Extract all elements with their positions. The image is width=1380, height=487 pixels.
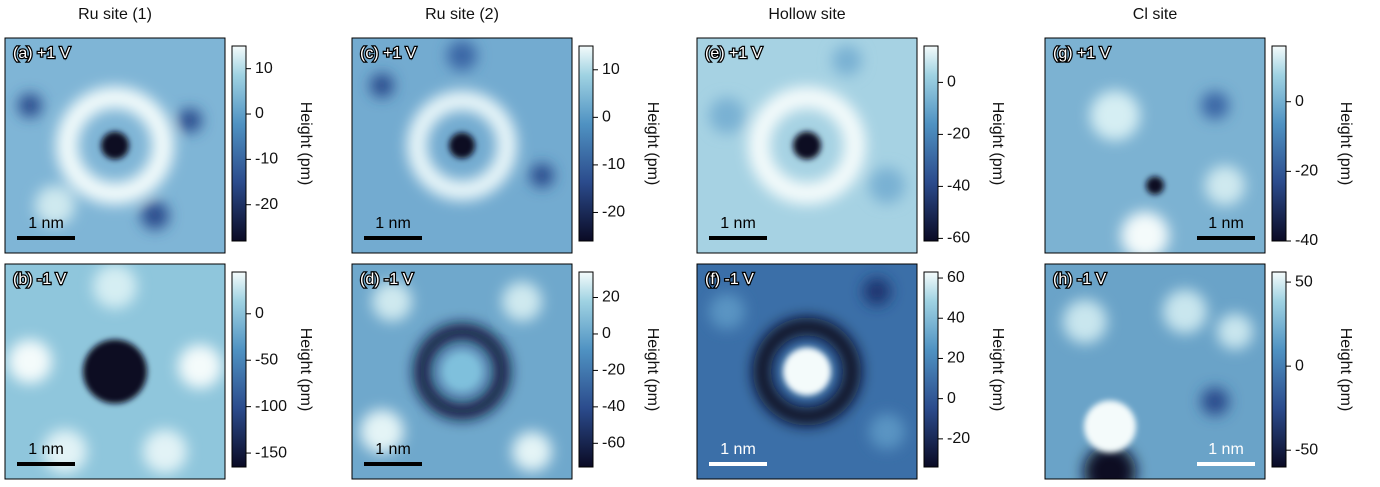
colorbar [578, 271, 594, 468]
colorbar-label: Height (pm) [1337, 102, 1354, 186]
colorbar-tick-label: -40 [1295, 232, 1318, 249]
colorbar-tick-label: 20 [602, 289, 620, 306]
colorbar [923, 45, 939, 242]
stm-image [697, 38, 917, 253]
image-frame [351, 263, 573, 480]
scale-bar-label: 1 nm [375, 441, 411, 458]
colorbar-tick-label: -10 [255, 151, 278, 168]
colorbar-tick-label: -60 [602, 435, 625, 452]
colorbar-tick-label: -100 [255, 398, 287, 415]
colorbar-tick-label: -20 [255, 196, 278, 213]
colorbar-tick-label: 0 [602, 109, 611, 126]
colorbar-tick-label: -50 [1295, 441, 1318, 458]
column-title: Ru site (1) [78, 6, 152, 23]
scale-bar-label: 1 nm [720, 215, 756, 232]
colorbar-tick-label: -10 [602, 156, 625, 173]
colorbar-tick-label: 10 [602, 61, 620, 78]
colorbar-label: Height (pm) [644, 102, 661, 186]
panel-label: (f) -1 V [705, 271, 754, 288]
panel-label: (g) +1 V [1053, 45, 1111, 62]
scale-bar-label: 1 nm [1208, 441, 1244, 458]
colorbar-tick-label: 50 [1295, 273, 1313, 290]
colorbar [1271, 45, 1287, 242]
colorbar-tick-label: 0 [947, 74, 956, 91]
column-title: Hollow site [768, 6, 845, 23]
colorbar-tick-label: -20 [947, 430, 970, 447]
colorbar-tick-label: 0 [255, 305, 264, 322]
panel-label: (c) +1 V [360, 45, 417, 62]
colorbar-tick-label: -20 [602, 204, 625, 221]
colorbar-tick-label: -20 [602, 362, 625, 379]
colorbar-tick-label: 40 [947, 309, 965, 326]
colorbar-label: Height (pm) [297, 102, 314, 186]
colorbar-tick-label: -50 [255, 351, 278, 368]
colorbar-label: Height (pm) [989, 328, 1006, 412]
colorbar-tick-label: 0 [947, 390, 956, 407]
panel-label: (b) -1 V [13, 271, 67, 288]
colorbar-tick-label: -150 [255, 444, 287, 461]
colorbar-tick-label: 0 [1295, 93, 1304, 110]
scale-bar-label: 1 nm [720, 441, 756, 458]
colorbar [578, 45, 594, 242]
colorbar-tick-label: 20 [947, 350, 965, 367]
colorbar-tick-label: 0 [1295, 357, 1304, 374]
colorbar-tick-label: 10 [255, 60, 273, 77]
panel-label: (h) -1 V [1053, 271, 1107, 288]
colorbar-tick-label: -20 [947, 126, 970, 143]
scale-bar-label: 1 nm [1208, 215, 1244, 232]
colorbar-label: Height (pm) [1337, 328, 1354, 412]
image-frame [4, 37, 226, 254]
image-frame [351, 37, 573, 254]
colorbar [231, 271, 247, 468]
colorbar-label: Height (pm) [297, 328, 314, 412]
image-frame [696, 263, 918, 480]
stm-image [697, 264, 917, 479]
image-frame [1044, 37, 1266, 254]
panel-label: (d) -1 V [360, 271, 414, 288]
colorbar-tick-label: -60 [947, 230, 970, 247]
colorbar-label: Height (pm) [644, 328, 661, 412]
scale-bar-label: 1 nm [28, 215, 64, 232]
colorbar [1271, 271, 1287, 468]
stm-image [1045, 38, 1265, 253]
colorbar-tick-label: -40 [947, 178, 970, 195]
image-frame [1044, 263, 1266, 480]
stm-image [5, 38, 225, 253]
image-frame [4, 263, 226, 480]
colorbar-tick-label: 0 [602, 325, 611, 342]
colorbar [923, 271, 939, 468]
panel-label: (a) +1 V [13, 45, 71, 62]
image-frame [696, 37, 918, 254]
colorbar-tick-label: -20 [1295, 163, 1318, 180]
column-title: Ru site (2) [425, 6, 499, 23]
panel-label: (e) +1 V [705, 45, 763, 62]
scale-bar-label: 1 nm [28, 441, 64, 458]
stm-image [5, 264, 225, 479]
scale-bar-label: 1 nm [375, 215, 411, 232]
stm-image [352, 264, 572, 479]
stm-image [352, 38, 572, 253]
column-title: Cl site [1133, 6, 1178, 23]
colorbar-tick-label: 0 [255, 105, 264, 122]
stm-image [1045, 264, 1265, 479]
colorbar [231, 45, 247, 242]
colorbar-label: Height (pm) [989, 102, 1006, 186]
colorbar-tick-label: 60 [947, 269, 965, 286]
colorbar-tick-label: -40 [602, 398, 625, 415]
